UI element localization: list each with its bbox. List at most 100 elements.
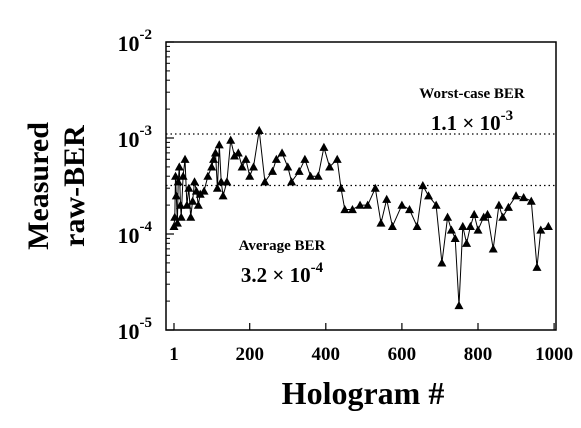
data-point xyxy=(277,148,287,157)
data-point xyxy=(207,162,217,171)
y-tick-label: 10-2 xyxy=(118,27,153,56)
data-point xyxy=(511,191,521,200)
data-point xyxy=(210,148,220,157)
annotation-label: Worst-case BER xyxy=(419,86,525,102)
data-point xyxy=(437,258,447,267)
data-point xyxy=(222,177,232,186)
data-point xyxy=(532,262,542,271)
data-point xyxy=(376,218,386,227)
data-point xyxy=(325,162,335,171)
y-tick-label: 10-3 xyxy=(118,123,153,152)
tick-base: 10 xyxy=(118,319,140,344)
data-point xyxy=(209,154,219,163)
data-point xyxy=(462,238,472,247)
annotation-base: 3.2 × 10 xyxy=(241,263,311,287)
data-point xyxy=(186,212,196,221)
y-tick-label: 10-4 xyxy=(118,219,153,248)
data-point xyxy=(283,162,293,171)
data-point xyxy=(271,154,281,163)
annotation-exponent: -4 xyxy=(311,260,324,276)
data-point xyxy=(473,225,483,234)
data-point xyxy=(405,204,415,214)
annotation-exponent: -3 xyxy=(501,108,514,124)
data-point xyxy=(412,221,422,230)
data-point xyxy=(294,166,304,175)
data-point xyxy=(443,212,453,221)
data-point xyxy=(519,192,529,202)
data-point xyxy=(216,177,226,186)
data-point xyxy=(336,183,346,192)
y-axis-label: raw-BER xyxy=(58,125,91,247)
data-point xyxy=(188,196,198,205)
tick-exponent: -2 xyxy=(140,27,153,43)
data-point xyxy=(387,221,397,230)
tick-base: 10 xyxy=(118,31,140,56)
data-point xyxy=(184,183,194,192)
data-point xyxy=(498,212,508,221)
data-point xyxy=(193,200,203,209)
data-point xyxy=(170,212,180,221)
data-point xyxy=(382,194,392,203)
data-point xyxy=(397,200,407,209)
x-tick-label: 600 xyxy=(388,344,417,365)
data-point xyxy=(233,148,243,157)
data-point xyxy=(465,221,475,230)
data-point xyxy=(488,244,498,253)
tick-base: 10 xyxy=(118,127,140,152)
data-point xyxy=(526,196,536,205)
annotation-value: 3.2 × 10-4 xyxy=(241,260,324,287)
data-point xyxy=(178,171,188,180)
data-point xyxy=(454,300,464,310)
data-point xyxy=(254,125,264,134)
data-point xyxy=(218,191,228,200)
x-tick-label: 1 xyxy=(169,344,179,365)
data-point xyxy=(355,200,365,209)
data-point xyxy=(287,177,297,186)
data-point xyxy=(268,166,278,175)
data-point xyxy=(313,171,323,180)
data-point xyxy=(306,171,316,180)
x-tick-label: 400 xyxy=(312,344,341,365)
data-point xyxy=(479,212,489,221)
data-point xyxy=(536,225,546,234)
data-point xyxy=(363,200,373,209)
data-point xyxy=(172,218,182,227)
y-axis-label: Measured xyxy=(22,122,55,250)
data-point xyxy=(332,154,342,163)
data-point xyxy=(300,154,310,163)
data-point xyxy=(245,171,255,180)
data-point xyxy=(458,221,468,230)
data-point xyxy=(237,162,247,171)
data-point xyxy=(370,183,380,192)
annotation-base: 1.1 × 10 xyxy=(431,111,501,135)
x-axis-label: Hologram # xyxy=(282,375,445,411)
data-point xyxy=(503,202,513,211)
data-point xyxy=(494,200,504,209)
data-point xyxy=(212,183,222,192)
data-point xyxy=(319,142,329,151)
y-tick-label: 10-5 xyxy=(118,315,153,344)
data-point xyxy=(424,191,434,200)
data-point xyxy=(543,221,553,230)
data-point xyxy=(340,204,350,214)
data-point xyxy=(171,191,181,200)
data-point xyxy=(203,171,213,180)
tick-exponent: -3 xyxy=(140,123,153,139)
tick-exponent: -4 xyxy=(140,219,153,235)
annotation-label: Average BER xyxy=(239,238,326,254)
tick-exponent: -5 xyxy=(140,315,153,331)
data-point xyxy=(214,140,224,149)
data-point xyxy=(176,212,186,221)
x-tick-label: 1000 xyxy=(535,344,573,365)
data-point xyxy=(241,154,251,163)
data-point xyxy=(199,186,209,195)
data-point xyxy=(469,209,479,219)
data-line xyxy=(173,130,549,306)
data-point xyxy=(483,209,493,219)
data-point xyxy=(446,225,456,234)
tick-base: 10 xyxy=(118,223,140,248)
data-point xyxy=(182,200,192,209)
data-point xyxy=(173,177,183,186)
data-point xyxy=(431,200,441,209)
